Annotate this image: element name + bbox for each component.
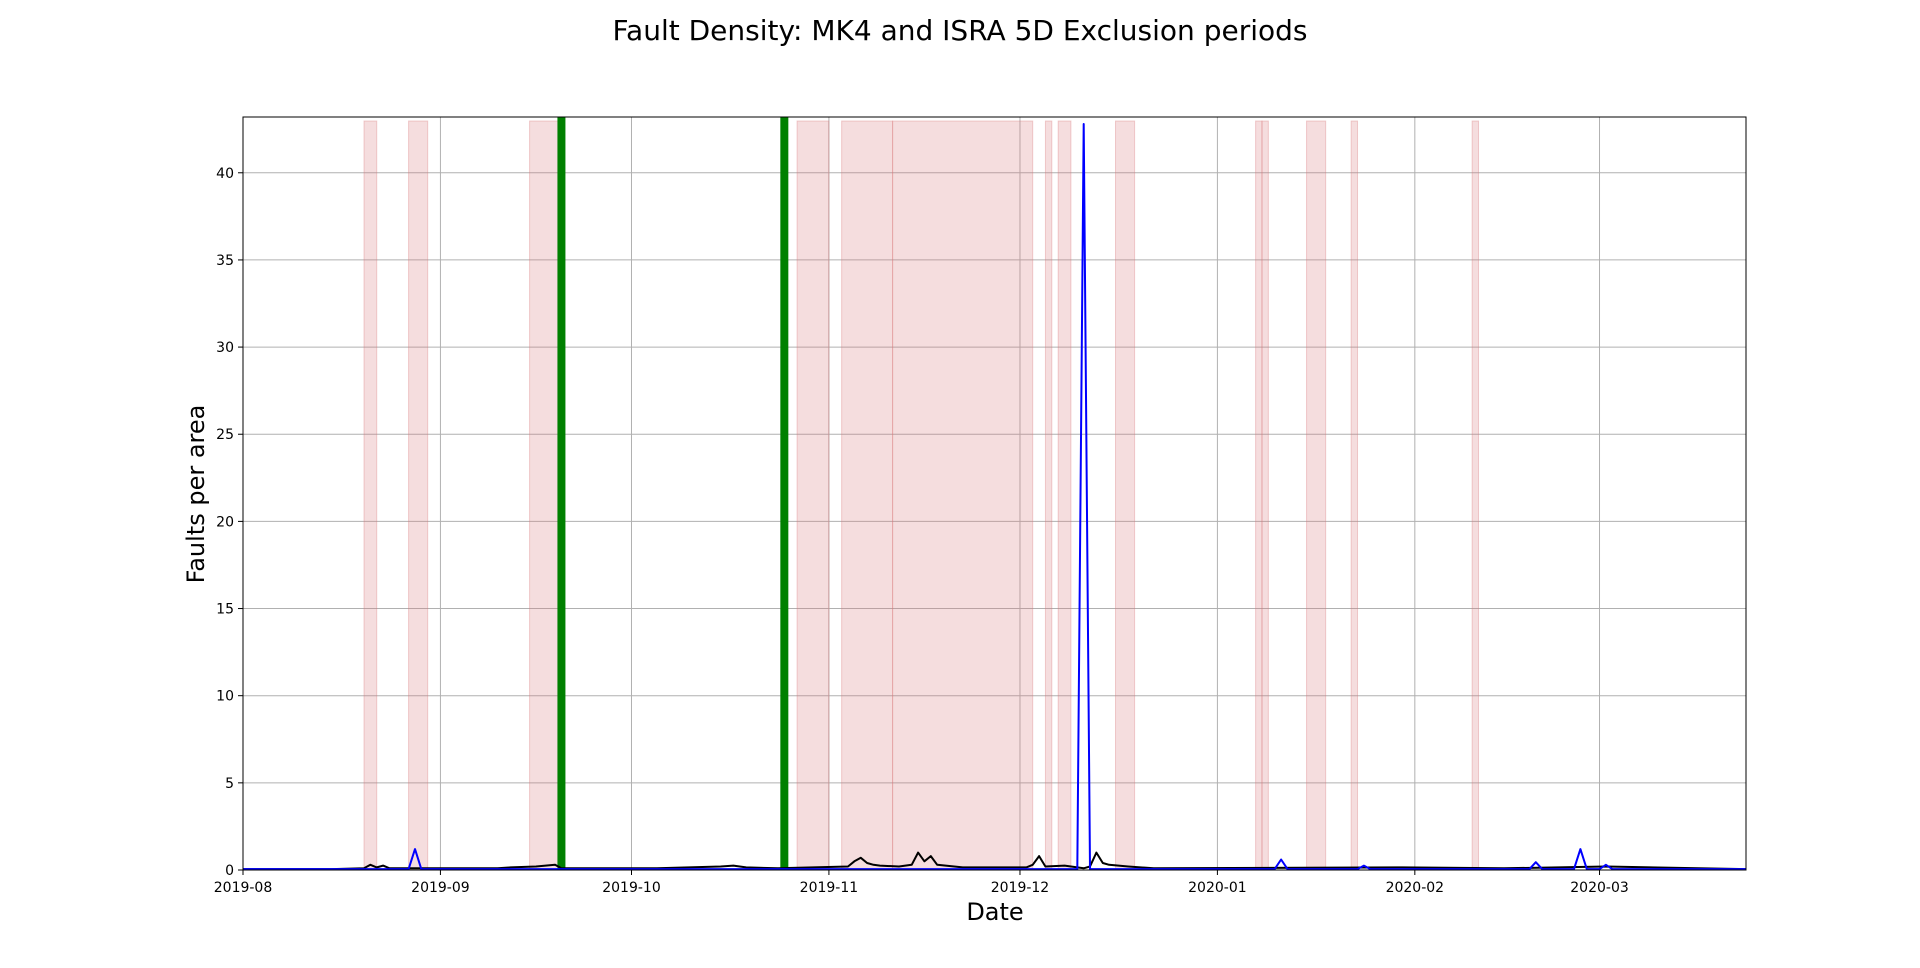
exclusion-period: [1044, 120, 1053, 871]
exclusion-period: [1471, 120, 1480, 871]
y-axis-label: Faults per area: [182, 405, 210, 584]
exclusion-period: [1115, 120, 1136, 871]
x-tick-label: 2020-01: [1188, 880, 1247, 896]
x-tick-label: 2020-02: [1386, 880, 1445, 896]
exclusion-period: [1306, 120, 1327, 871]
x-axis-ticks: 2019-08 2019-09 2019-10 2019-11 2019-12 2020-…: [214, 870, 1629, 896]
x-tick-label: 2019-11: [800, 880, 859, 896]
exclusion-period: [841, 120, 894, 871]
y-tick-label: 25: [216, 427, 234, 443]
x-tick-label: 2019-12: [991, 880, 1050, 896]
exclusion-period: [1350, 120, 1359, 871]
exclusion-period: [1255, 120, 1263, 871]
chart-title: Fault Density: MK4 and ISRA 5D Exclusion…: [613, 14, 1308, 47]
marker-lines: [557, 117, 789, 870]
x-tick-label: 2019-09: [411, 880, 470, 896]
x-tick-label: 2020-03: [1570, 880, 1629, 896]
y-tick-label: 35: [216, 253, 234, 269]
exclusion-period: [892, 120, 1034, 871]
exclusion-periods: [363, 120, 1480, 871]
exclusion-period: [796, 120, 830, 871]
series-line: [243, 123, 1746, 871]
y-tick-label: 15: [216, 602, 234, 618]
exclusion-period: [408, 120, 429, 871]
data-series: [243, 123, 1747, 871]
y-tick-label: 10: [216, 689, 234, 705]
y-axis-ticks: 0 5 10 15 20 25 30 35 40: [216, 166, 243, 879]
exclusion-period: [1261, 120, 1269, 871]
x-tick-label: 2019-10: [602, 880, 661, 896]
grid-lines: [242, 117, 1746, 871]
plot-frame: [242, 116, 1747, 871]
y-tick-label: 5: [225, 776, 234, 792]
y-tick-label: 0: [225, 863, 234, 879]
x-tick-label: 2019-08: [214, 880, 273, 896]
y-tick-label: 30: [216, 340, 234, 356]
exclusion-period: [1057, 120, 1072, 871]
y-tick-label: 40: [216, 166, 234, 182]
x-axis-label: Date: [966, 898, 1023, 926]
y-tick-label: 20: [216, 514, 234, 530]
exclusion-period: [363, 120, 378, 871]
exclusion-period: [529, 120, 562, 871]
